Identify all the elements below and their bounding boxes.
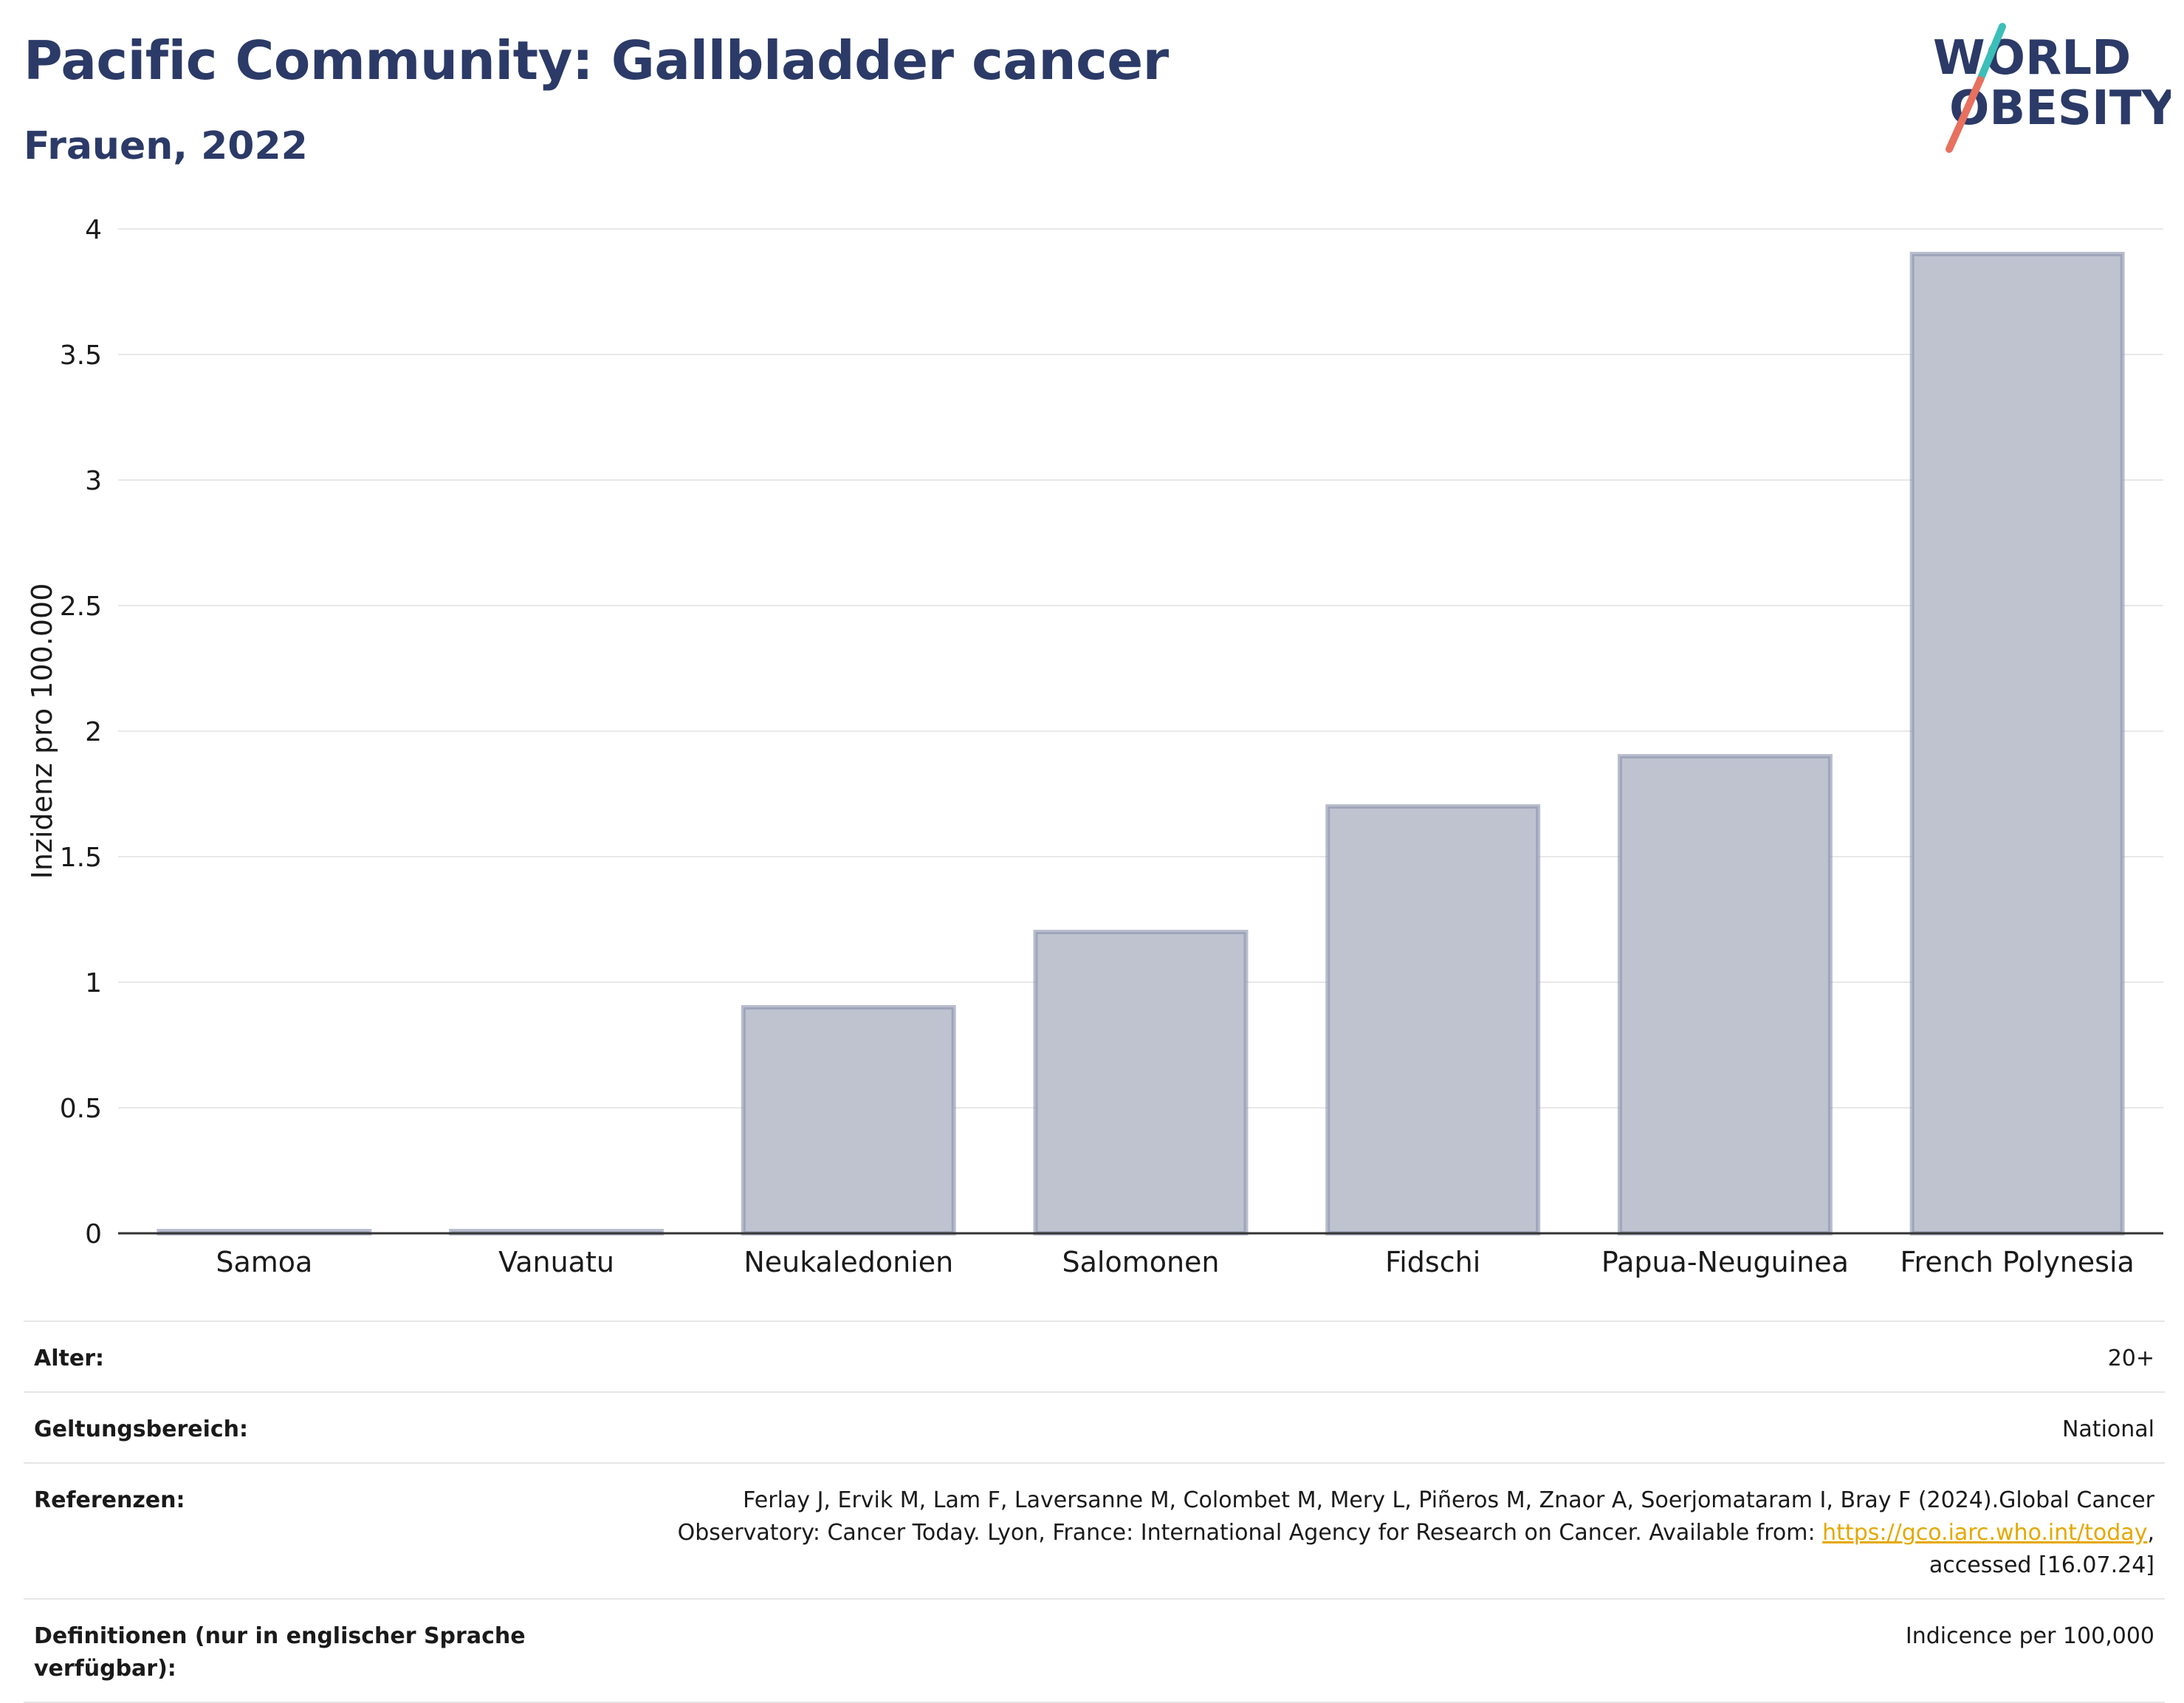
references-line-3: accessed [16.07.24] [1929, 1552, 2154, 1578]
age-value: 20+ [2107, 1346, 2154, 1371]
references-line-2: Observatory: Cancer Today. Lyon, France:… [677, 1520, 1823, 1546]
bar-papua-neuguinea[interactable] [1617, 754, 1833, 1236]
definitions-value: Indicence per 100,000 [1905, 1623, 2154, 1649]
logo-word-world: WORLD [1933, 31, 2131, 86]
logo-slash-top [1977, 23, 2006, 83]
references-link[interactable]: https://gco.iarc.who.int/today [1822, 1520, 2148, 1546]
y-tick-label: 3.5 [60, 340, 102, 371]
age-label: Alter: [34, 1346, 104, 1371]
definitions-label: Definitionen (nur in englischer Sprache … [34, 1623, 526, 1682]
x-tick-label: Fidschi [1385, 1246, 1480, 1278]
chart-title: Pacific Community: Gallbladder cancer [24, 30, 1169, 92]
x-tick-label: Papua-Neuguinea [1601, 1246, 1849, 1278]
y-axis-ticks: 0 0.5 1 1.5 2 2.5 3 3.5 4 [60, 215, 102, 1250]
gridlines [118, 228, 2163, 1109]
x-tick-label: Samoa [216, 1246, 312, 1278]
y-axis-label: Inzidenz pro 100.000 [26, 583, 58, 880]
info-row-references: Referenzen: Ferlay J, Ervik M, Lam F, La… [24, 1462, 2165, 1598]
bar-neukaledonien[interactable] [741, 1005, 956, 1236]
references-line-1: Ferlay J, Ervik M, Lam F, Laversanne M, … [743, 1487, 2154, 1513]
references-value: Ferlay J, Ervik M, Lam F, Laversanne M, … [551, 1484, 2154, 1582]
bar-chart: 0 0.5 1 1.5 2 2.5 3 3.5 4 Samoa Vanuatu Neukaledon… [26, 215, 2163, 1278]
references-line-2-end: , [2147, 1520, 2154, 1546]
y-tick-label: 2.5 [60, 592, 102, 622]
x-tick-label: Neukaledonien [744, 1246, 953, 1278]
logo-slash-bottom [1946, 76, 1984, 153]
y-tick-label: 0 [85, 1219, 102, 1250]
y-tick-label: 1.5 [60, 843, 102, 873]
bar-salomonen[interactable] [1033, 930, 1249, 1236]
info-row-age: Alter: 20+ [24, 1320, 2165, 1391]
world-obesity-logo: WORLD OBESITY [1933, 23, 2171, 153]
x-tick-label: Salomonen [1062, 1246, 1219, 1278]
info-row-definitions: Definitionen (nur in englischer Sprache … [24, 1598, 2165, 1703]
y-tick-label: 2 [85, 717, 102, 747]
y-tick-label: 1 [85, 968, 102, 998]
scope-value: National [2061, 1416, 2154, 1442]
bars [157, 252, 2125, 1236]
logo-word-obesity: OBESITY [1949, 81, 2171, 136]
info-table: Alter: 20+ Geltungsbereich: National Ref… [24, 1320, 2165, 1703]
x-axis-ticks: Samoa Vanuatu Neukaledonien Salomonen Fidsch… [216, 1246, 2134, 1278]
chart-subtitle: Frauen, 2022 [24, 124, 308, 168]
bar-fidschi[interactable] [1325, 804, 1541, 1236]
y-tick-label: 3 [85, 466, 102, 496]
bar-french-polynesia[interactable] [1909, 252, 2125, 1236]
info-row-scope: Geltungsbereich: National [24, 1391, 2165, 1462]
x-tick-label: French Polynesia [1900, 1246, 2134, 1278]
y-tick-label: 0.5 [60, 1094, 102, 1124]
x-tick-label: Vanuatu [498, 1246, 614, 1278]
y-tick-label: 4 [85, 215, 102, 245]
scope-label: Geltungsbereich: [34, 1416, 249, 1442]
references-label: Referenzen: [34, 1487, 185, 1513]
